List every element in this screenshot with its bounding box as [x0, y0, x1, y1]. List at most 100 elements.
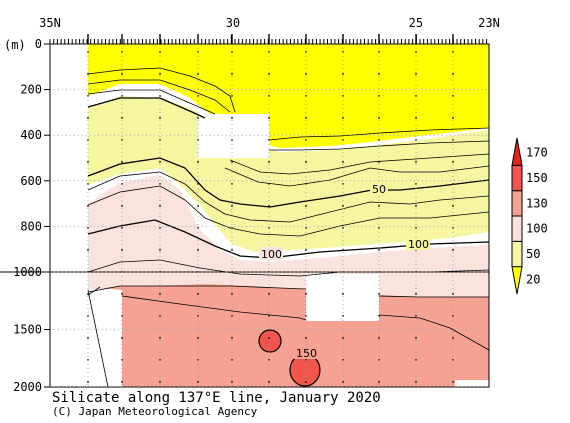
sample-dot	[268, 293, 270, 295]
sample-dot	[197, 73, 199, 75]
sample-dot	[268, 381, 270, 383]
sample-dot	[342, 73, 344, 75]
colorbar: 20 50 100 130 150 170	[511, 137, 548, 295]
sample-dot	[342, 205, 344, 207]
sample-dot	[452, 205, 454, 207]
contour-line	[87, 219, 489, 259]
fill-130-150	[88, 272, 489, 387]
y-tick-label: 400	[20, 128, 42, 142]
sample-dot	[159, 161, 161, 163]
sample-dot	[452, 381, 454, 383]
sample-dot	[452, 161, 454, 163]
x-tick-label: 30	[226, 16, 240, 30]
y-tick-label: 200	[20, 83, 42, 97]
colorbar-segment	[511, 164, 523, 192]
colorbar-label: 150	[526, 171, 548, 185]
sample-dot	[378, 161, 380, 163]
sample-dot	[121, 161, 123, 163]
missing-patch-lower	[306, 274, 379, 321]
sample-dot	[197, 205, 199, 207]
sample-dot	[378, 249, 380, 251]
sample-dot	[87, 73, 89, 75]
sample-dot	[378, 293, 380, 295]
sample-dot	[268, 161, 270, 163]
chart-title: Silicate along 137°E line, January 2020	[52, 390, 381, 406]
colorbar-label: 170	[526, 146, 548, 160]
y-axis-unit: (m)	[4, 38, 26, 52]
sample-dot	[231, 293, 233, 295]
sample-dot	[121, 381, 123, 383]
sample-dot	[121, 337, 123, 339]
sample-dot	[268, 73, 270, 75]
colorbar-segment	[511, 190, 523, 217]
sample-dot	[231, 337, 233, 339]
sample-dot	[231, 73, 233, 75]
missing-patch-upper	[198, 114, 269, 158]
y-axis-ticks: 0 200 400 600 800 1000 1500 2000	[13, 37, 50, 394]
sample-dot	[197, 337, 199, 339]
sample-dot	[378, 73, 380, 75]
contour-line	[87, 289, 109, 387]
contour-line	[268, 127, 489, 141]
sample-dot	[305, 161, 307, 163]
sample-dot	[268, 337, 270, 339]
chart-credit: (C) Japan Meteorological Agency	[52, 405, 258, 418]
sample-dot	[378, 381, 380, 383]
sample-dot	[452, 249, 454, 251]
contour-line	[87, 185, 489, 237]
contour-line	[87, 286, 101, 296]
sample-dot	[305, 337, 307, 339]
sample-dot	[342, 117, 344, 119]
sample-dot	[415, 293, 417, 295]
sample-dot	[159, 117, 161, 119]
sample-dot	[197, 249, 199, 251]
colorbar-label: 20	[526, 272, 540, 286]
missing-patch-left	[50, 44, 88, 387]
sample-dot	[231, 381, 233, 383]
colorbar-top-arrow	[511, 137, 523, 166]
sample-dot	[197, 117, 199, 119]
y-tick-label: 600	[20, 174, 42, 188]
sample-dot	[87, 205, 89, 207]
sample-dot	[159, 337, 161, 339]
sample-dot	[342, 249, 344, 251]
contour-line	[229, 153, 489, 175]
y-tick-label: 2000	[13, 380, 42, 394]
fill-20-50	[88, 44, 489, 148]
sample-dot	[452, 117, 454, 119]
sample-dot	[305, 249, 307, 251]
sample-dot	[231, 249, 233, 251]
colorbar-segment	[511, 240, 523, 268]
sample-dot	[415, 205, 417, 207]
contour-line	[87, 97, 206, 119]
sample-dot	[87, 293, 89, 295]
missing-patch-bottom-right	[455, 380, 489, 387]
colorbar-segment	[511, 215, 523, 242]
colorbar-label: 130	[526, 196, 548, 210]
contour-label-150: 150	[296, 347, 317, 360]
sample-dot	[87, 337, 89, 339]
sample-dot	[378, 117, 380, 119]
contour-line	[378, 314, 489, 351]
sample-dot	[305, 381, 307, 383]
sample-dot	[452, 337, 454, 339]
contour-line	[87, 285, 307, 293]
sample-dot	[268, 117, 270, 119]
y-tick-label: 800	[20, 219, 42, 233]
y-tick-label: 1000	[13, 265, 42, 279]
sample-dot	[87, 117, 89, 119]
contour-line	[87, 67, 236, 113]
x-tick-label: 25	[409, 16, 423, 30]
sample-dot	[231, 161, 233, 163]
contour-label-100-right: 100	[408, 238, 429, 251]
sample-dot	[197, 293, 199, 295]
sample-dot	[197, 381, 199, 383]
y-tick-label: 0	[35, 37, 42, 51]
sample-dot	[159, 381, 161, 383]
x-tick-label: 23N	[478, 16, 500, 30]
sample-dot	[378, 337, 380, 339]
sample-dot	[305, 117, 307, 119]
sample-dot	[159, 293, 161, 295]
